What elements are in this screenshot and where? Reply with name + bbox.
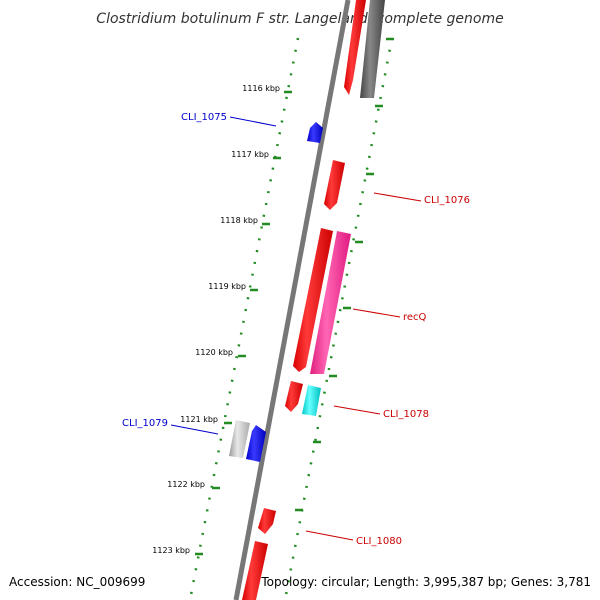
ruler-outer bbox=[283, 37, 394, 600]
cli-1079-gene bbox=[229, 420, 250, 458]
tick-label: 1119 kbp bbox=[208, 282, 246, 291]
gene-arrow-forward bbox=[344, 0, 366, 95]
label-cli-1078: CLI_1078 bbox=[383, 409, 429, 420]
label-cli-1080: CLI_1080 bbox=[356, 536, 402, 547]
cli-1076-gene bbox=[324, 160, 345, 210]
gene-arrow-forward bbox=[293, 228, 333, 372]
gene-arrow-reverse bbox=[246, 425, 266, 462]
label-cli-1079: CLI_1079 bbox=[122, 418, 168, 429]
tick-label: 1118 kbp bbox=[220, 216, 258, 225]
label-cli-1076: CLI_1076 bbox=[424, 195, 470, 206]
label-cli-1075: CLI_1075 bbox=[181, 112, 227, 123]
gene-arrow-forward bbox=[285, 381, 303, 412]
kbp-labels: 1116 kbp 1117 kbp 1118 kbp 1119 kbp 1120… bbox=[152, 84, 280, 555]
genome-backbone bbox=[233, 0, 351, 600]
leader-line bbox=[333, 405, 381, 415]
leader-line bbox=[305, 530, 354, 541]
forward-strand-features bbox=[242, 0, 385, 600]
tick-label: 1120 kbp bbox=[195, 348, 233, 357]
gene-arrow-grey bbox=[360, 0, 385, 98]
leader-line bbox=[229, 116, 277, 127]
leader-line bbox=[170, 424, 219, 435]
label-recq: recQ bbox=[403, 312, 427, 323]
gene-arrow-forward bbox=[242, 541, 268, 600]
leader-line bbox=[352, 308, 401, 318]
tick-label: 1121 kbp bbox=[180, 415, 218, 424]
tick-label: 1122 kbp bbox=[167, 480, 205, 489]
map-title: Clostridium botulinum F str. Langeland, … bbox=[96, 11, 503, 27]
topology-text: Topology: circular; Length: 3,995,387 bp… bbox=[260, 575, 591, 589]
tick-label: 1117 kbp bbox=[231, 150, 269, 159]
tick-label: 1116 kbp bbox=[242, 84, 280, 93]
cli-1075-gene bbox=[307, 122, 323, 143]
recq-gene bbox=[310, 231, 351, 374]
leader-line bbox=[373, 192, 422, 202]
cli-1080-gene bbox=[258, 508, 276, 534]
kbp-ticks bbox=[195, 37, 394, 556]
tick-label: 1123 kbp bbox=[152, 546, 190, 555]
feature-labels: CLI_1075 CLI_1076 recQ CLI_1078 CLI_1079… bbox=[122, 112, 470, 547]
accession-text: Accession: NC_009699 bbox=[9, 575, 145, 589]
reverse-strand-features bbox=[229, 122, 323, 462]
cli-1078-gene bbox=[302, 385, 321, 416]
